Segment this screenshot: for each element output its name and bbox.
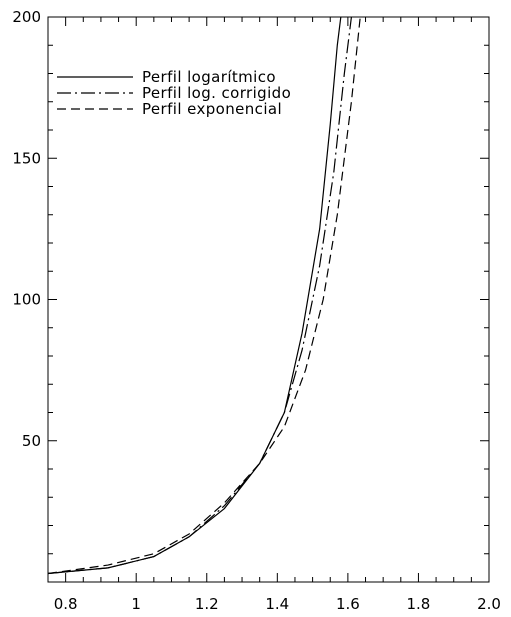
x-tick-label: 1.6: [336, 595, 360, 613]
series-line-2: [48, 17, 353, 575]
axis-ticks: [47, 16, 490, 582]
legend-label-2: Perfil log. corrigido: [142, 84, 291, 102]
x-tick-label: 1: [131, 595, 141, 613]
x-tick-label: 2.0: [477, 595, 501, 613]
y-tick-label: 200: [12, 8, 41, 26]
series-line-3: [48, 17, 361, 575]
x-tick-label: 1.2: [195, 595, 219, 613]
y-tick-label: 150: [12, 149, 41, 167]
x-tick-label: 0.8: [54, 595, 78, 613]
x-tick-label: 1.4: [265, 595, 289, 613]
y-tick-label: 50: [22, 432, 41, 450]
y-tick-label: 100: [12, 291, 41, 309]
axis-tick-labels: 0.8 1 1.2 1.4 1.6 1.8 2.0 50 100 150 200: [12, 8, 501, 613]
legend-label-3: Perfil exponencial: [142, 100, 282, 118]
legend-label-1: Perfil logarítmico: [142, 68, 276, 86]
series-group: [48, 17, 361, 575]
x-tick-label: 1.8: [407, 595, 431, 613]
